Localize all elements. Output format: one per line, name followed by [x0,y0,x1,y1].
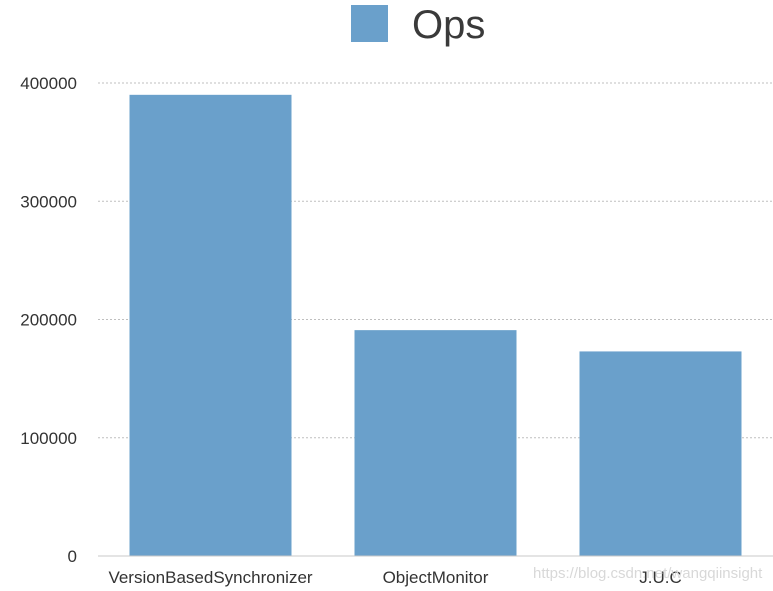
y-tick-label: 300000 [20,192,77,211]
y-tick-label: 100000 [20,429,77,448]
y-axis-ticks: 0 100000 200000 300000 400000 [20,74,77,566]
watermark: https://blog.csdn.net/wangqiinsight [533,565,763,582]
bar-versionbasedsynchronizer [129,94,292,556]
x-category-label: VersionBasedSynchronizer [108,568,312,587]
x-axis-categories: VersionBasedSynchronizer ObjectMonitor J.U… [108,568,681,587]
legend-label: Ops [412,3,485,47]
bar-j-u-c [579,351,742,556]
bar-objectmonitor [354,330,517,556]
legend: Ops [351,3,485,47]
x-category-label: J.U.C [639,568,682,587]
legend-swatch [351,5,388,42]
bars [129,94,742,556]
x-category-label: ObjectMonitor [383,568,489,587]
y-tick-label: 0 [68,547,77,566]
y-tick-label: 200000 [20,311,77,330]
y-tick-label: 400000 [20,74,77,93]
